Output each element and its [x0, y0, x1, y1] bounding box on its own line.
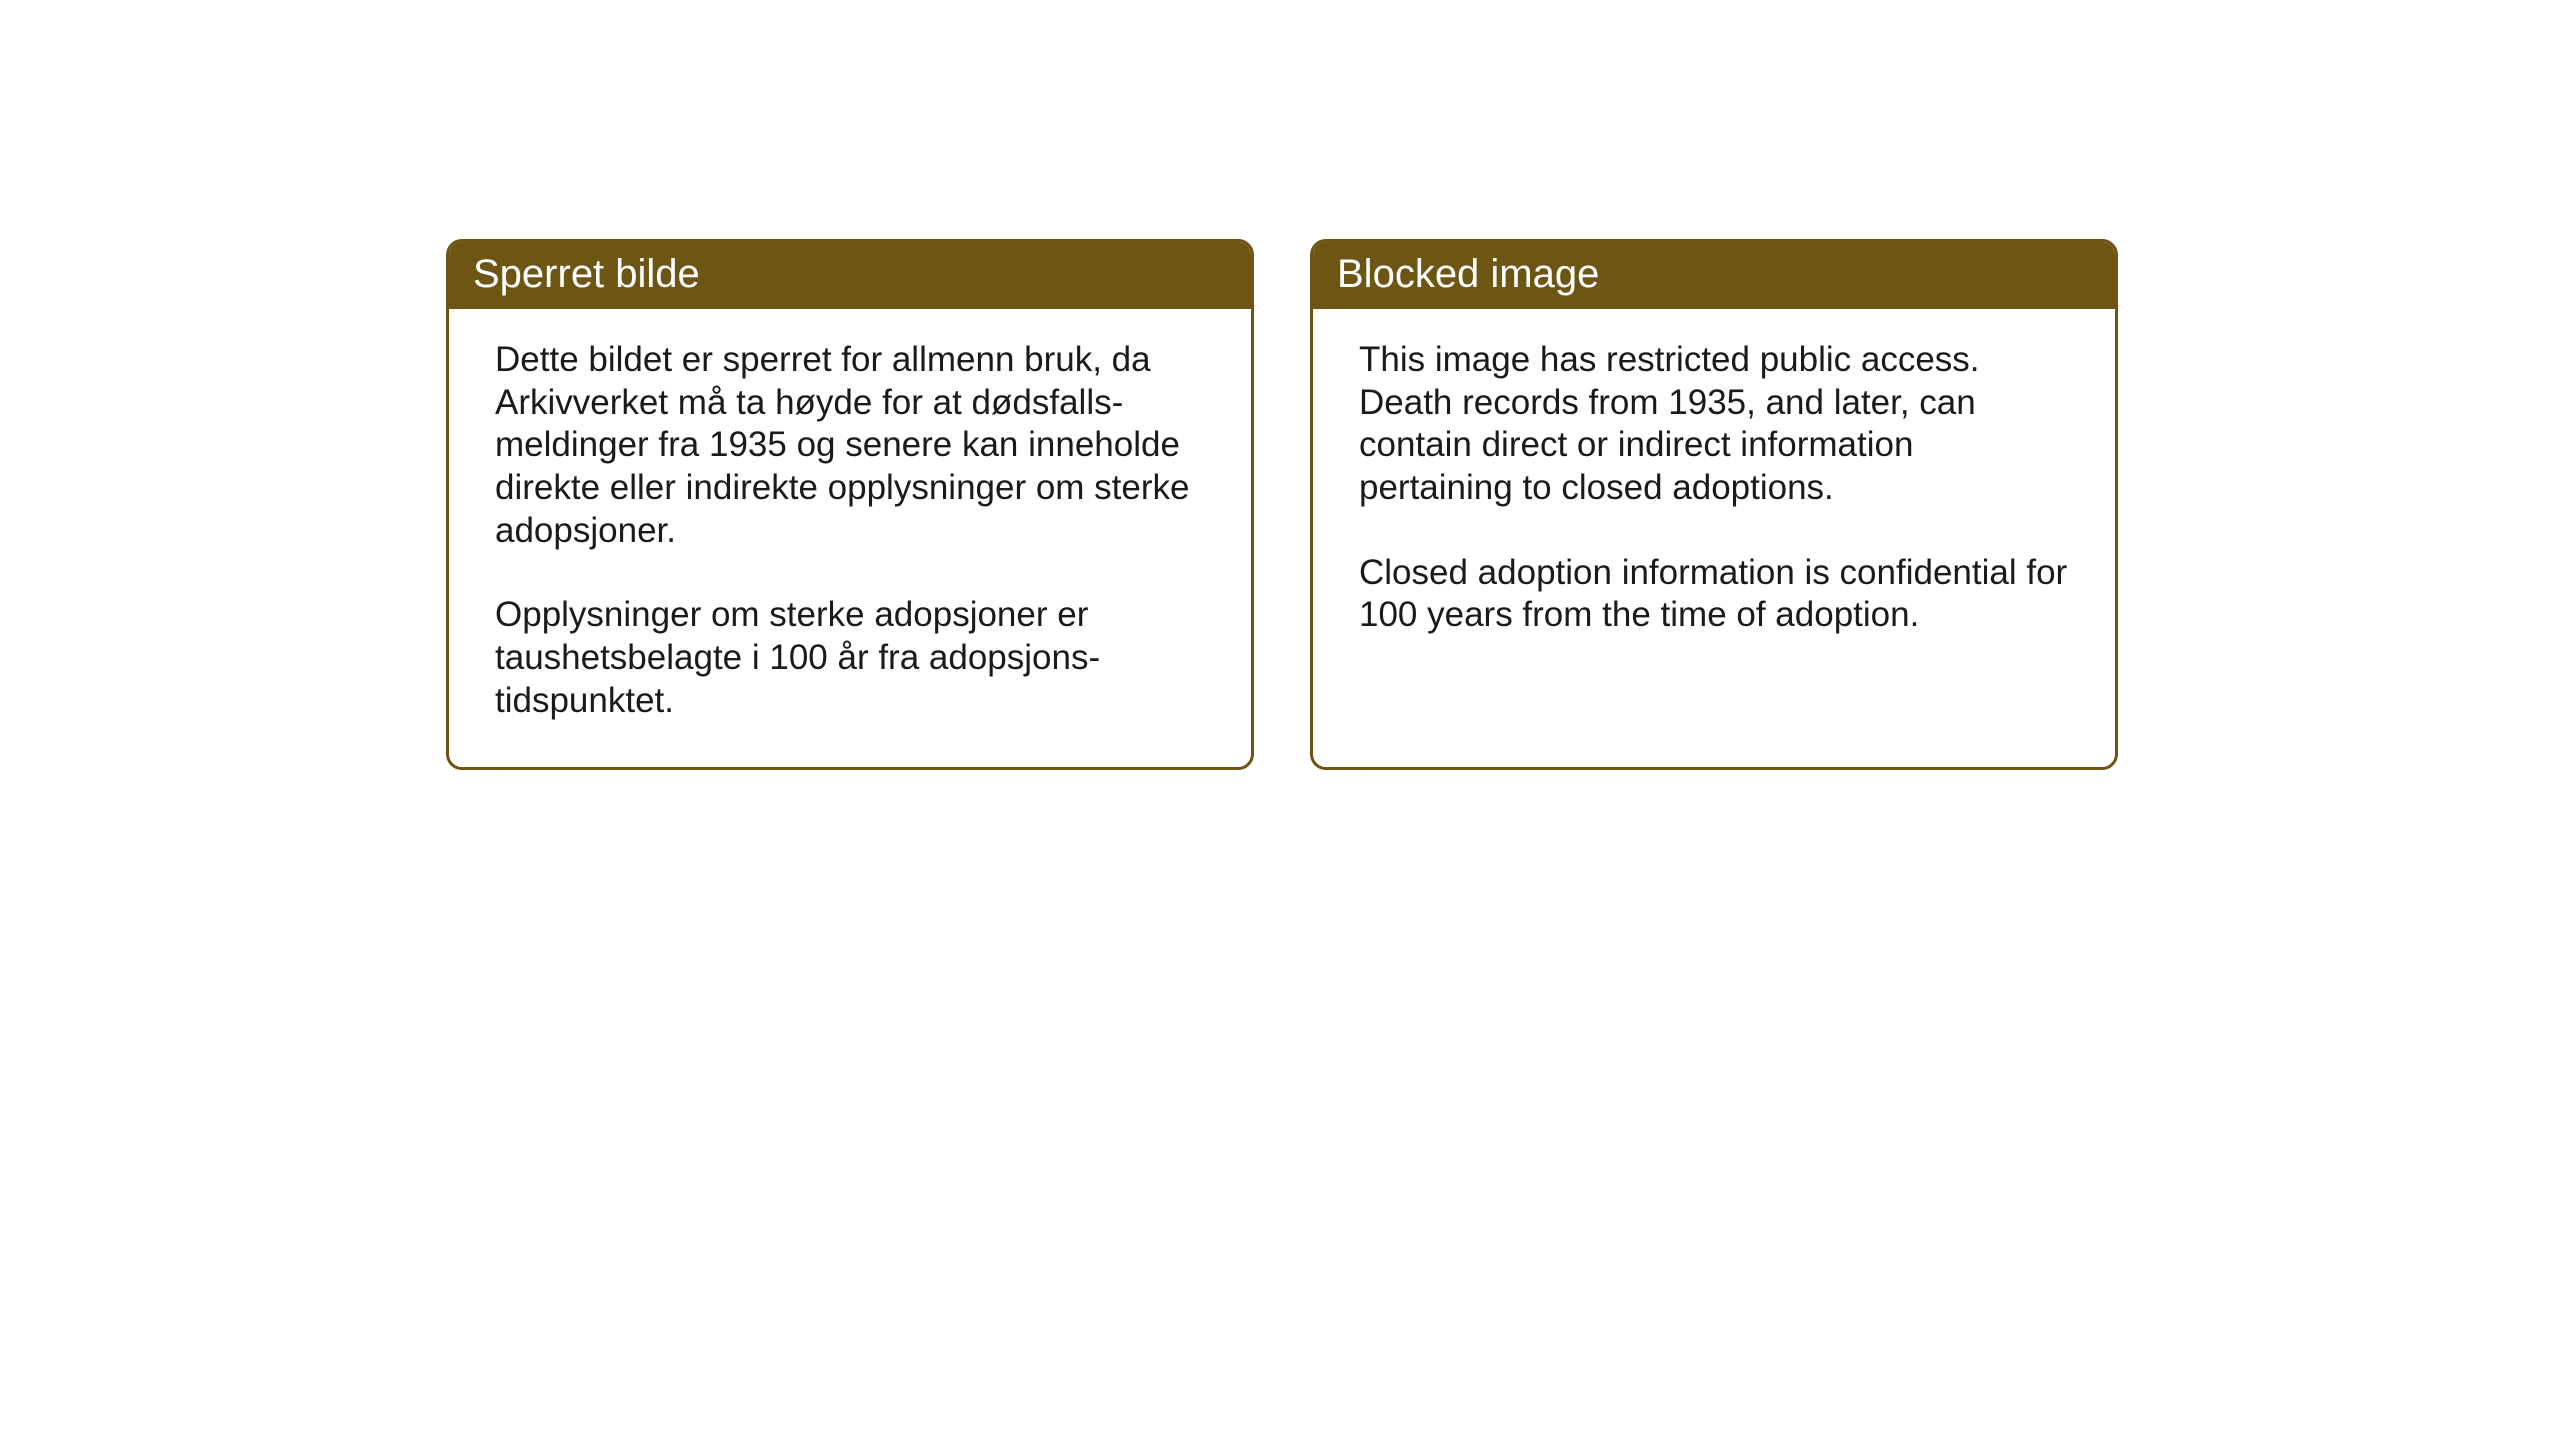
notice-header-english: Blocked image	[1313, 242, 2115, 309]
notice-body-english: This image has restricted public access.…	[1313, 309, 2115, 681]
notice-paragraph-1-english: This image has restricted public access.…	[1359, 339, 2075, 510]
notice-card-english: Blocked image This image has restricted …	[1310, 239, 2118, 770]
notice-title-norwegian: Sperret bilde	[473, 252, 700, 296]
notice-paragraph-2-english: Closed adoption information is confident…	[1359, 552, 2075, 637]
notice-container: Sperret bilde Dette bildet er sperret fo…	[446, 239, 2118, 770]
notice-body-norwegian: Dette bildet er sperret for allmenn bruk…	[449, 309, 1251, 767]
notice-card-norwegian: Sperret bilde Dette bildet er sperret fo…	[446, 239, 1254, 770]
notice-header-norwegian: Sperret bilde	[449, 242, 1251, 309]
notice-title-english: Blocked image	[1337, 252, 1599, 296]
notice-paragraph-2-norwegian: Opplysninger om sterke adopsjoner er tau…	[495, 594, 1211, 722]
notice-paragraph-1-norwegian: Dette bildet er sperret for allmenn bruk…	[495, 339, 1211, 552]
